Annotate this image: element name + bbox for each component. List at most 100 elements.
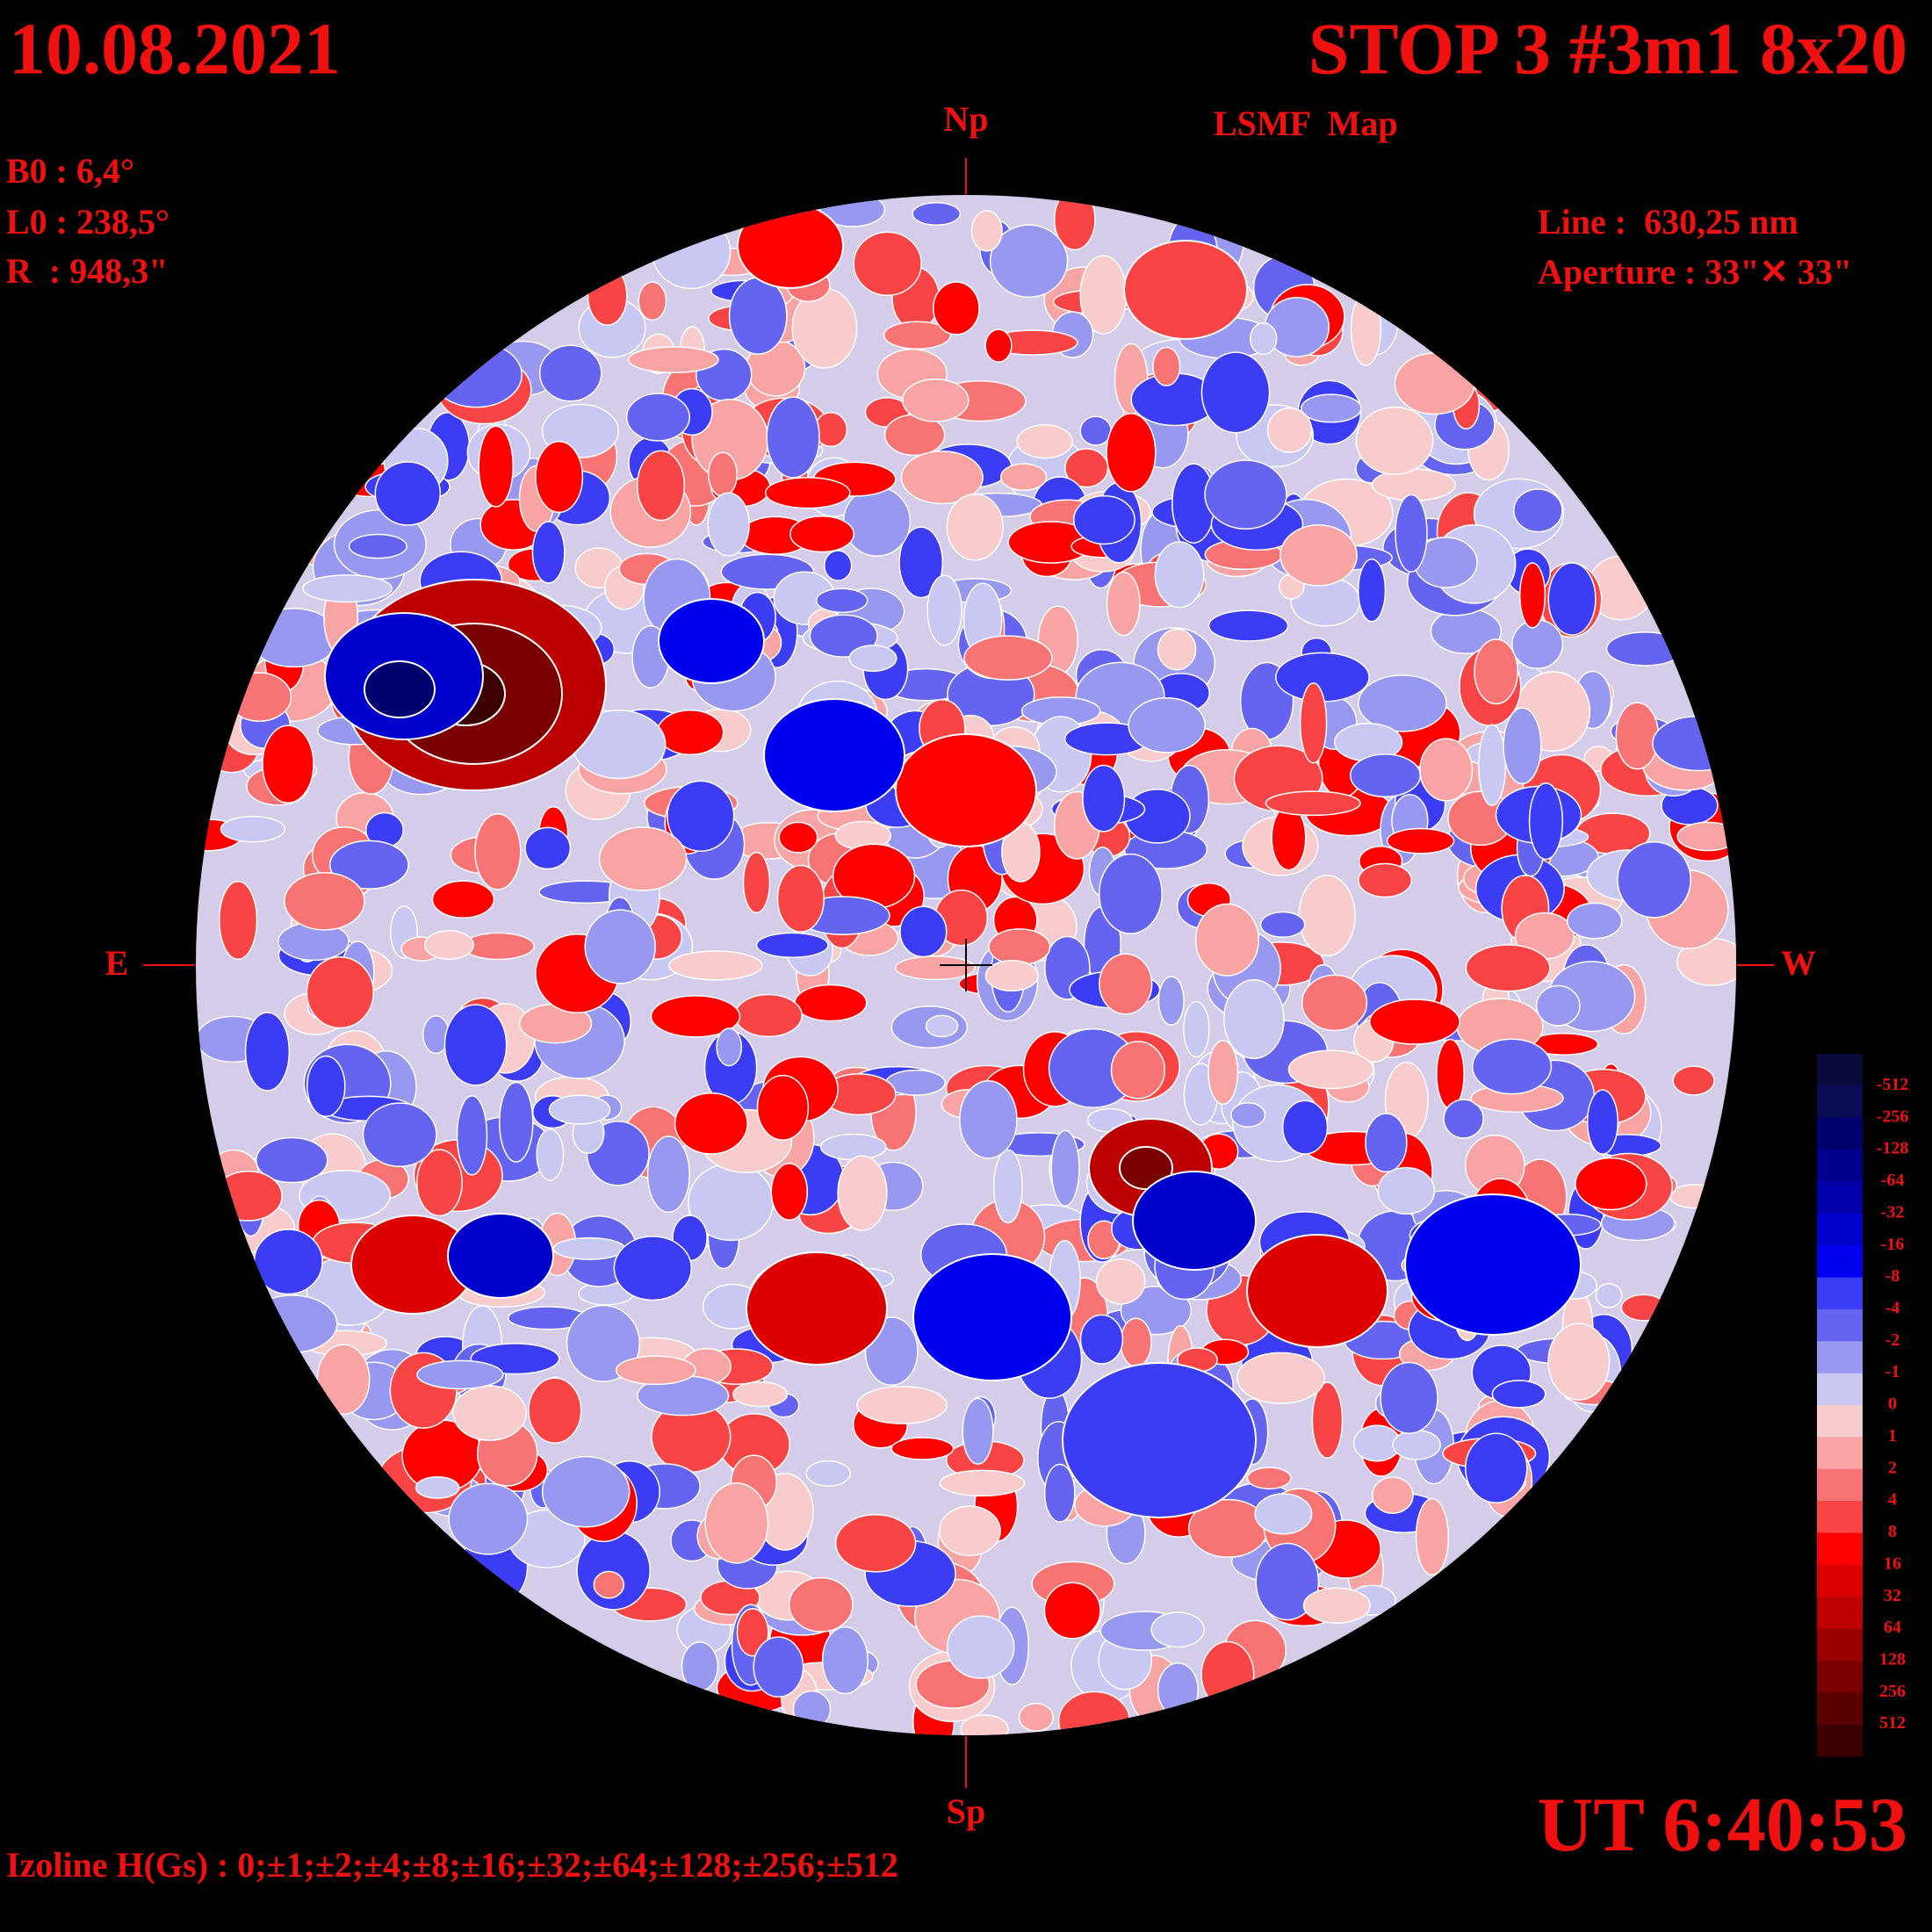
- field-patch: [963, 635, 1053, 681]
- field-patch: [448, 1482, 529, 1555]
- colorbar-band: [1817, 1085, 1863, 1119]
- colorbar-label: -4: [1885, 1299, 1900, 1318]
- colorbar-band: [1817, 1308, 1863, 1342]
- field-patch: [853, 231, 922, 297]
- colorbar-label: 1: [1888, 1426, 1897, 1445]
- center-cross: [940, 939, 992, 991]
- field-patch: [734, 993, 803, 1038]
- field-patch: [1120, 1317, 1152, 1367]
- field-patch: [1357, 558, 1387, 623]
- field-patch: [1617, 841, 1691, 919]
- field-patch: [1072, 494, 1135, 545]
- field-spot: [1404, 1193, 1582, 1336]
- field-patch: [1380, 1361, 1438, 1434]
- field-patch: [962, 1397, 994, 1465]
- field-patch: [1377, 1166, 1436, 1215]
- time: UT 6:40:53: [1538, 1783, 1907, 1868]
- field-patch: [1230, 1102, 1266, 1128]
- field-patch: [789, 515, 854, 553]
- field-patch: [1371, 1476, 1414, 1515]
- field-patch: [1465, 944, 1551, 992]
- title: STOP 3 #3m1 8x20: [1308, 8, 1907, 90]
- colorbar-label: 64: [1884, 1618, 1901, 1637]
- field-patch: [1157, 976, 1185, 1026]
- field-patch: [732, 1381, 789, 1408]
- field-patch: [244, 1012, 291, 1092]
- field-patch: [1575, 1157, 1647, 1211]
- field-patch: [1128, 697, 1206, 753]
- colorbar-label: -512: [1877, 1075, 1909, 1094]
- field-patch: [764, 476, 851, 509]
- field-patch: [770, 1163, 809, 1221]
- field-patch: [1152, 346, 1181, 386]
- field-patch: [1254, 1493, 1313, 1535]
- field-patch: [1271, 805, 1307, 871]
- field-patch: [474, 813, 522, 890]
- field-patch: [1018, 1702, 1055, 1732]
- field-patch: [374, 461, 442, 526]
- colorbar-label: 512: [1879, 1713, 1906, 1733]
- field-patch: [824, 550, 853, 581]
- field-patch: [716, 1027, 743, 1067]
- field-patch: [778, 821, 818, 854]
- field-patch: [1265, 790, 1361, 817]
- field-patch: [306, 956, 375, 1029]
- colorbar-band: [1817, 1597, 1863, 1630]
- field-spot: [1123, 240, 1248, 340]
- field-patch: [415, 1476, 460, 1499]
- field-patch: [890, 1437, 955, 1460]
- field-patch: [1246, 1467, 1292, 1490]
- field-patch: [499, 1081, 534, 1163]
- field-patch: [736, 1608, 769, 1657]
- field-patch: [416, 1359, 504, 1390]
- field-patch: [1471, 1038, 1553, 1095]
- subtitle: LSMF Map: [1214, 104, 1398, 143]
- colorbar-band: [1817, 1660, 1863, 1693]
- field-patch: [989, 224, 1069, 299]
- field-patch: [1415, 1497, 1450, 1576]
- field-patch: [1183, 1000, 1210, 1058]
- colorbar-band: [1817, 1341, 1863, 1374]
- field-patch: [1299, 682, 1328, 764]
- field-patch: [939, 1469, 1026, 1497]
- field-patch: [837, 1155, 888, 1231]
- field-patch: [552, 1236, 626, 1260]
- field-patch: [999, 463, 1048, 492]
- field-patch: [1082, 764, 1126, 833]
- field-patch: [1503, 707, 1542, 785]
- colorbar-label: 16: [1884, 1554, 1901, 1573]
- field-patch: [1099, 953, 1153, 1015]
- field-patch: [627, 346, 719, 374]
- field-patch: [1110, 1041, 1165, 1099]
- field-patch: [925, 1014, 959, 1038]
- field-patch: [524, 826, 572, 870]
- field-patch: [984, 328, 1013, 363]
- field-patch: [959, 1079, 1018, 1159]
- field-patch: [742, 851, 771, 914]
- field-patch: [1586, 1089, 1619, 1155]
- field-patch: [1208, 609, 1289, 642]
- field-patch: [1511, 619, 1564, 670]
- field-patch: [443, 1004, 508, 1086]
- line: Line : 630,25 nm: [1538, 202, 1799, 242]
- field-spot: [1132, 1171, 1257, 1271]
- east-label: E: [105, 943, 129, 983]
- field-patch: [1301, 974, 1368, 1032]
- field-patch: [1223, 978, 1285, 1060]
- field-patch: [1079, 1314, 1124, 1365]
- field-patch: [756, 1074, 810, 1141]
- field-patch: [707, 451, 739, 497]
- field-patch: [1204, 459, 1287, 530]
- field-patch: [1157, 628, 1197, 671]
- field-patch: [707, 492, 750, 557]
- field-patch: [423, 930, 474, 960]
- field-patch: [1311, 1381, 1344, 1459]
- field-patch: [1095, 1258, 1146, 1305]
- field-patch: [946, 493, 1004, 561]
- field-patch: [528, 1377, 582, 1444]
- field-patch: [1280, 524, 1358, 587]
- field-patch: [625, 393, 690, 442]
- field-patch: [615, 1355, 696, 1386]
- field-spot: [1062, 1362, 1257, 1518]
